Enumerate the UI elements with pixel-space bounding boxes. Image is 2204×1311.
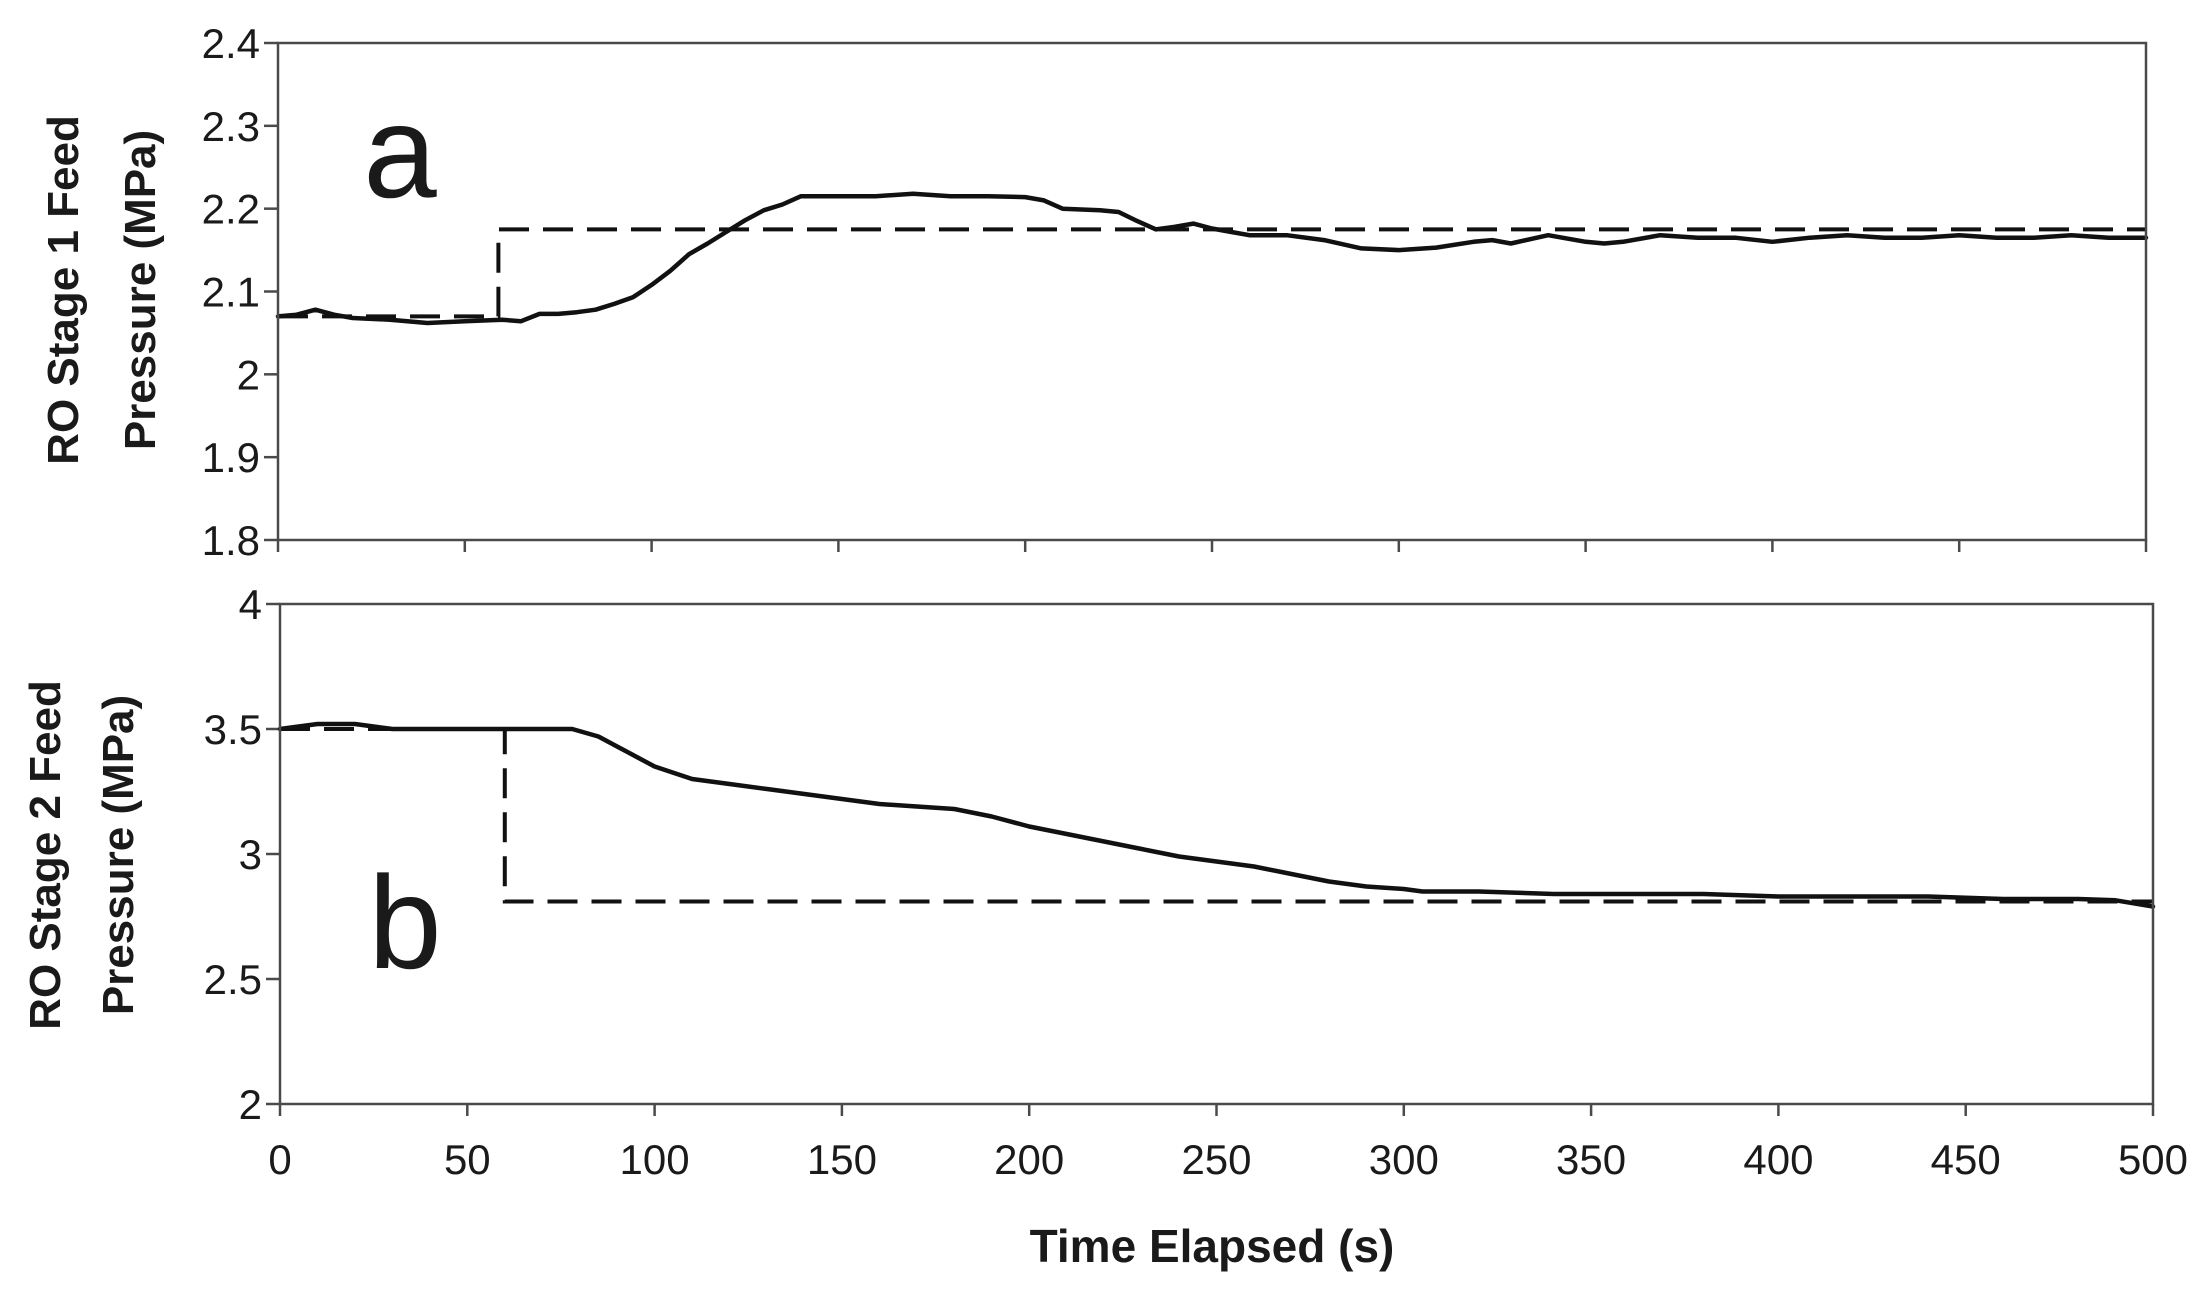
panel-a-y-tick-label: 1.9 bbox=[202, 434, 260, 481]
panel-b-x-tick-label: 350 bbox=[1556, 1136, 1626, 1183]
panel-a: 1.8 1.9 2 2.1 2.2 2.3 2.4 RO Stage 1 Feed Pres… bbox=[39, 20, 2149, 564]
panel-b-x-tick-label: 500 bbox=[2118, 1136, 2188, 1183]
panel-b-x-tick-label: 200 bbox=[994, 1136, 1064, 1183]
panel-b-y-axis-title-line2: Pressure (MPa) bbox=[94, 695, 143, 1015]
panel-a-y-ticks: 1.8 1.9 2 2.1 2.2 2.3 2.4 bbox=[202, 20, 278, 564]
panel-a-y-axis-title-line1: RO Stage 1 Feed bbox=[39, 115, 88, 465]
panel-b-x-tick-label: 0 bbox=[268, 1136, 291, 1183]
panel-b-x-tick-label: 50 bbox=[444, 1136, 491, 1183]
panel-b: 2 2.5 3 3.5 4 0 50 100 150 200 250 300 350 400 450 500… bbox=[21, 581, 2188, 1272]
panel-b-plot-frame bbox=[278, 602, 2155, 1106]
panel-b-x-tick-label: 250 bbox=[1181, 1136, 1251, 1183]
panel-a-y-axis-title-line2: Pressure (MPa) bbox=[116, 130, 165, 450]
panel-b-y-tick-label: 3.5 bbox=[204, 706, 262, 753]
panel-a-y-tick-label: 2.2 bbox=[202, 186, 260, 233]
panel-b-label: b bbox=[368, 849, 441, 996]
panel-b-y-tick-label: 3 bbox=[239, 831, 262, 878]
panel-b-y-axis-title-line1: RO Stage 2 Feed bbox=[21, 680, 70, 1030]
panel-a-y-tick-label: 2 bbox=[237, 351, 260, 398]
panel-a-y-tick-label: 2.1 bbox=[202, 269, 260, 316]
panel-b-y-tick-label: 2.5 bbox=[204, 956, 262, 1003]
panel-b-measured-line bbox=[277, 721, 2156, 909]
panel-b-y-ticks: 2 2.5 3 3.5 4 bbox=[204, 581, 280, 1128]
panel-b-x-tick-label: 150 bbox=[807, 1136, 877, 1183]
panel-a-label: a bbox=[363, 78, 437, 225]
panel-b-x-tick-label: 300 bbox=[1369, 1136, 1439, 1183]
panel-a-y-tick-label: 2.4 bbox=[202, 20, 260, 67]
panel-b-x-ticks: 0 50 100 150 200 250 300 350 400 450 500 bbox=[268, 1104, 2188, 1183]
panel-a-setpoint-line bbox=[278, 227, 2146, 319]
panel-b-y-tick-label: 2 bbox=[239, 1081, 262, 1128]
panel-a-plot-frame bbox=[276, 41, 2148, 542]
panel-b-x-tick-label: 100 bbox=[620, 1136, 690, 1183]
panel-a-y-tick-label: 1.8 bbox=[202, 517, 260, 564]
panel-a-y-tick-label: 2.3 bbox=[202, 103, 260, 150]
panel-a-measured-line bbox=[275, 191, 2149, 326]
panel-a-x-ticks bbox=[276, 540, 2148, 552]
panel-b-x-tick-label: 450 bbox=[1931, 1136, 2001, 1183]
panel-b-x-tick-label: 400 bbox=[1743, 1136, 1813, 1183]
x-axis-title: Time Elapsed (s) bbox=[1030, 1220, 1395, 1272]
panel-b-y-tick-label: 4 bbox=[239, 581, 262, 628]
